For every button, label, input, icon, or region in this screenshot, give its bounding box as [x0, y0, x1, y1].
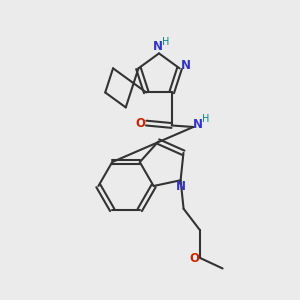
Text: N: N [193, 118, 203, 131]
Text: N: N [152, 40, 163, 53]
Text: H: H [162, 37, 169, 47]
Text: H: H [202, 114, 210, 124]
Text: O: O [190, 252, 200, 265]
Text: N: N [176, 180, 186, 194]
Text: N: N [181, 59, 191, 72]
Text: O: O [136, 117, 146, 130]
